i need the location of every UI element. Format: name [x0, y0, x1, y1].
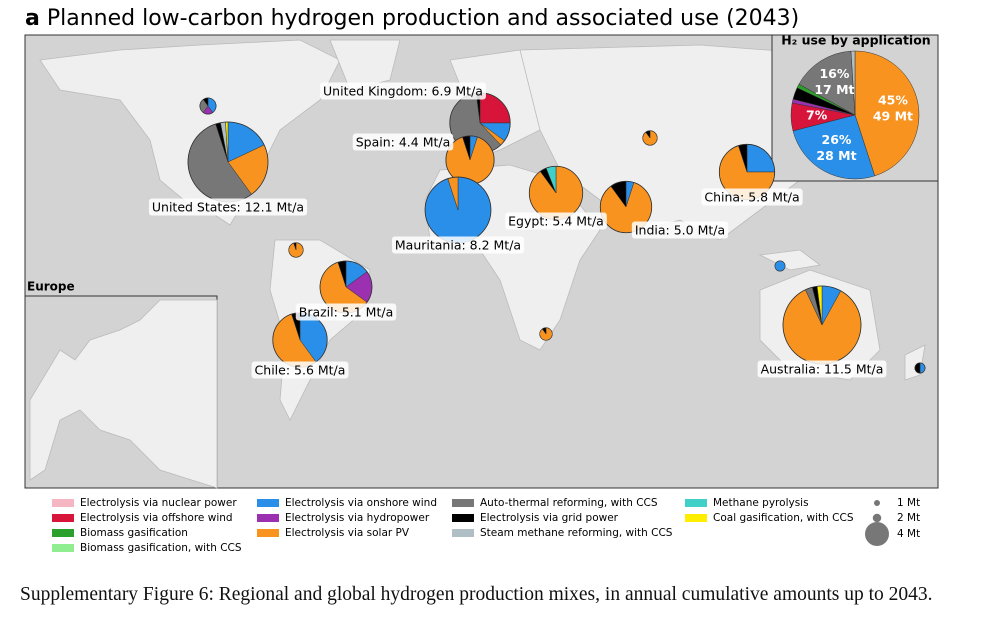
label-bg	[148, 198, 308, 216]
pies	[187, 50, 926, 374]
pie-slice	[798, 50, 856, 116]
title-letter: a	[25, 6, 40, 31]
pie-outline	[288, 242, 304, 258]
legend-label: Coal gasification, with CCS	[713, 512, 854, 524]
legend-label: Auto-thermal reforming, with CCS	[480, 497, 658, 509]
legend-swatch	[52, 529, 74, 537]
pie-slice	[854, 50, 920, 177]
legend: Electrolysis via nuclear power Electrolys…	[52, 497, 920, 554]
legend-label: Electrolysis via offshore wind	[80, 512, 233, 524]
pie-outline	[774, 260, 786, 272]
legend-swatch	[257, 499, 279, 507]
size-legend-circle	[872, 513, 882, 523]
use-pct-label: 26%	[822, 132, 852, 147]
legend-label: Electrolysis via grid power	[480, 512, 619, 524]
pie-outline	[599, 180, 653, 234]
title: a Planned low-carbon hydrogen production…	[25, 6, 799, 31]
europe-inset-title: Europe	[27, 280, 75, 294]
legend-swatch	[452, 499, 474, 507]
label-bg	[295, 303, 397, 321]
region-label: Australia: 11.5 Mt/a	[761, 362, 884, 377]
label-bg	[391, 236, 525, 254]
use-mt-label: 49 Mt	[873, 108, 913, 123]
caption: Supplementary Figure 6: Regional and glo…	[20, 584, 933, 605]
size-legend-label: 4 Mt	[897, 528, 920, 540]
legend-swatch	[452, 529, 474, 537]
legend-label: Electrolysis via hydropower	[285, 512, 430, 524]
use-pct-label: 7%	[806, 108, 828, 123]
legend-label: Electrolysis via nuclear power	[80, 497, 237, 509]
use-pct-label: 16%	[819, 66, 849, 81]
legend-swatch	[52, 499, 74, 507]
size-legend-circle	[874, 500, 880, 506]
pie-outline	[539, 327, 553, 341]
label-bg	[251, 361, 349, 379]
legend-swatch	[257, 529, 279, 537]
label-bg	[352, 133, 454, 151]
pie-outline	[199, 97, 217, 115]
region-label: China: 5.8 Mt/a	[704, 190, 799, 205]
europe-land	[29, 299, 218, 489]
legend-swatch	[257, 514, 279, 522]
use-mt-label: 17 Mt	[814, 82, 854, 97]
title-text: Planned low-carbon hydrogen production a…	[47, 6, 799, 31]
pie-slice	[850, 50, 856, 116]
label-bg	[505, 212, 607, 230]
size-legend-circle	[865, 522, 889, 546]
region-label: United Kingdom: 6.9 Mt/a	[323, 84, 483, 99]
legend-swatch	[685, 514, 707, 522]
region-label: Chile: 5.6 Mt/a	[255, 363, 346, 378]
pie-outline	[642, 130, 658, 146]
pie-outline	[914, 362, 926, 374]
legend-label: Steam methane reforming, with CCS	[480, 527, 673, 539]
figure: a Planned low-carbon hydrogen production…	[24, 6, 939, 554]
legend-label: Biomass gasification, with CCS	[80, 542, 242, 554]
label-bg	[631, 221, 729, 239]
pie-slice	[774, 260, 786, 272]
size-legend-label: 1 Mt	[897, 497, 920, 509]
region-label: Brazil: 5.1 Mt/a	[299, 305, 393, 320]
legend-swatch	[452, 514, 474, 522]
region-label: Egypt: 5.4 Mt/a	[508, 214, 604, 229]
use-pct-label: 45%	[878, 92, 908, 107]
region-label: Mauritania: 8.2 Mt/a	[395, 238, 521, 253]
label-bg	[701, 188, 803, 206]
legend-swatch	[52, 544, 74, 552]
label-bg	[320, 82, 486, 100]
legend-swatch	[685, 499, 707, 507]
use-inset-title: H₂ use by application	[781, 33, 930, 48]
label-bg	[757, 360, 887, 378]
legend-label: Electrolysis via solar PV	[285, 527, 410, 539]
size-legend-label: 2 Mt	[897, 512, 920, 524]
legend-label: Biomass gasification	[80, 527, 188, 539]
use-mt-label: 28 Mt	[816, 148, 856, 163]
region-label: Spain: 4.4 Mt/a	[356, 135, 451, 150]
legend-label: Methane pyrolysis	[713, 497, 809, 509]
pie-slice	[792, 114, 876, 180]
region-label: United States: 12.1 Mt/a	[152, 200, 304, 215]
region-label: India: 5.0 Mt/a	[635, 223, 725, 238]
legend-swatch	[52, 514, 74, 522]
legend-label: Electrolysis via onshore wind	[285, 497, 437, 509]
